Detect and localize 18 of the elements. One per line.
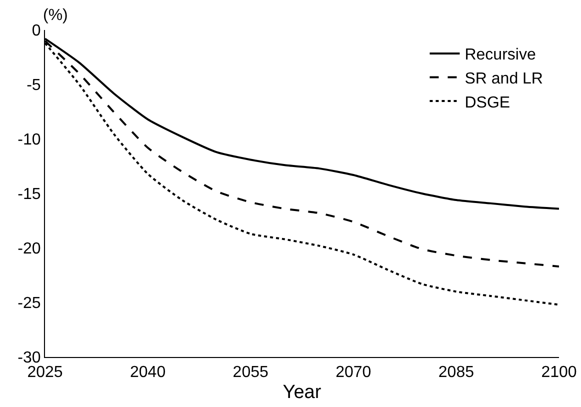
x-tick-label: 2085	[438, 364, 474, 382]
y-tick-label: 0	[32, 22, 41, 40]
legend-label: DSGE	[464, 94, 510, 112]
y-tick-label: -10	[18, 132, 41, 149]
x-tick-label: 2100	[541, 364, 577, 382]
legend-label: Recursive	[464, 46, 536, 64]
legend-label: SR and LR	[464, 70, 543, 88]
y-axis-title: (%)	[43, 7, 68, 24]
y-tick-label: -15	[18, 186, 41, 204]
y-tick-label: -30	[18, 350, 41, 367]
x-tick-label: 2070	[336, 364, 372, 382]
x-axis-title: Year	[282, 382, 322, 403]
y-tick-label: -5	[26, 77, 41, 94]
x-tick-label: 2040	[130, 364, 166, 382]
x-tick-label: 2025	[27, 364, 63, 382]
y-tick-label: -20	[18, 240, 41, 258]
x-tick-label: 2055	[232, 364, 268, 382]
y-tick-label: -25	[18, 295, 41, 312]
